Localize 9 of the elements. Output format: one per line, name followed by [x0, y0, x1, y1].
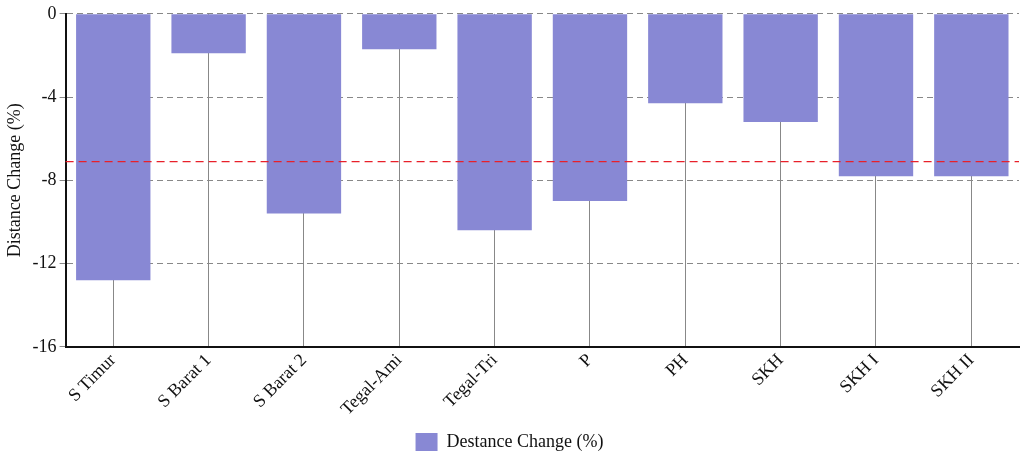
y-tick-label: 0 — [47, 2, 57, 23]
y-tick-label: -16 — [32, 335, 57, 356]
y-tick-label: -4 — [41, 85, 57, 106]
y-tick-label: -8 — [41, 169, 57, 190]
x-tick-label: PH — [661, 349, 692, 380]
y-tick-label: -12 — [32, 252, 57, 273]
y-axis-title: Distance Change (%) — [3, 103, 25, 258]
x-tick-label: P — [574, 349, 597, 371]
legend-label: Destance Change (%) — [446, 430, 604, 452]
